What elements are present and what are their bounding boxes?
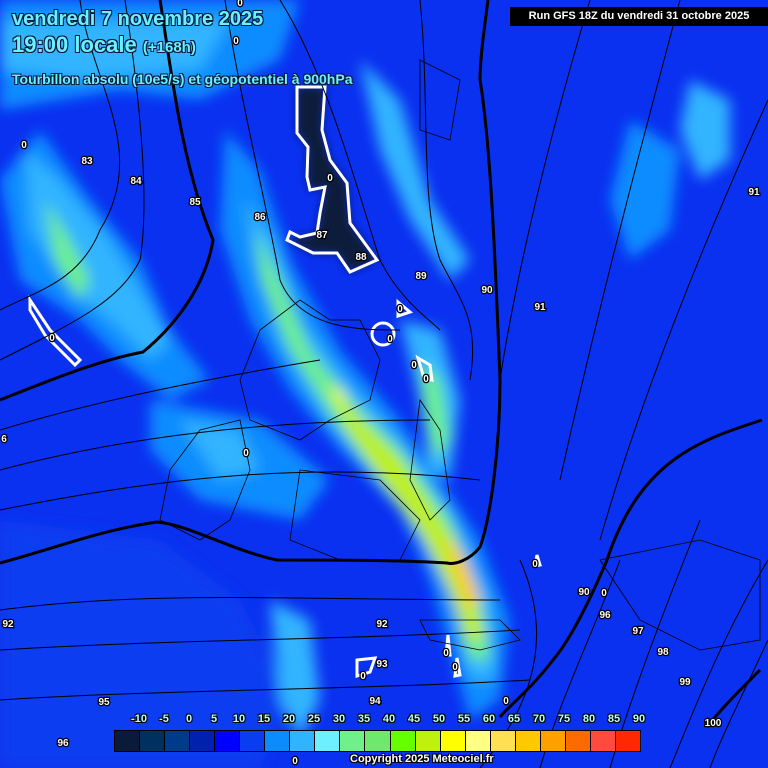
legend-label: 50 (432, 713, 446, 725)
legend-swatch (415, 731, 441, 751)
copyright: Copyright 2025 Meteociel.fr (350, 753, 494, 765)
zero-vorticity-contours (28, 85, 542, 679)
legend-label: 10 (232, 713, 246, 725)
legend-swatch (590, 731, 616, 751)
geopotential-main-contours (0, 0, 763, 728)
legend-swatch (365, 731, 391, 751)
geopotential-label: 90 (481, 285, 493, 296)
zero-vorticity-label: 0 (327, 173, 333, 184)
legend-swatch (440, 731, 466, 751)
legend-label: 45 (407, 713, 421, 725)
geopotential-label: 96 (57, 738, 69, 749)
geopotential-label: 88 (355, 252, 367, 263)
legend-swatch (540, 731, 566, 751)
zero-vorticity-label: 0 (411, 360, 417, 371)
legend-label: 55 (457, 713, 471, 725)
local-time: 19:00 locale (12, 32, 137, 57)
forecast-date: vendredi 7 novembre 2025 (12, 8, 264, 30)
geopotential-label: 93 (376, 659, 388, 670)
vorticity-field (0, 0, 730, 768)
zero-vorticity-label: 0 (397, 304, 403, 315)
geopotential-label: 85 (189, 197, 201, 208)
geopotential-label: 89 (415, 271, 427, 282)
legend-label: 25 (307, 713, 321, 725)
legend-swatch (390, 731, 416, 751)
legend-swatch (490, 731, 516, 751)
legend-swatch (340, 731, 366, 751)
zero-vorticity-label: 0 (532, 559, 538, 570)
legend-swatch (465, 731, 491, 751)
legend-swatch (140, 731, 166, 751)
geopotential-label: 91 (748, 187, 760, 198)
geopotential-label: 96 (599, 610, 611, 621)
legend-label: 80 (582, 713, 596, 725)
zero-vorticity-label: 0 (452, 662, 458, 673)
legend-swatch (115, 731, 141, 751)
geopotential-label: 90 (578, 587, 590, 598)
zero-vorticity-label: 0 (237, 0, 243, 9)
zero-vorticity-label: 0 (387, 334, 393, 345)
geopotential-label: 6 (1, 434, 7, 445)
geopotential-label: 99 (679, 677, 691, 688)
legend-swatch (515, 731, 541, 751)
legend-label: 15 (257, 713, 271, 725)
low-vorticity-area (287, 87, 377, 272)
legend-label: 5 (210, 713, 218, 725)
geopotential-label: 92 (2, 619, 14, 630)
geopotential-label: 94 (369, 696, 381, 707)
legend-label: 35 (357, 713, 371, 725)
legend-label: 85 (607, 713, 621, 725)
zero-vorticity-label: 0 (503, 696, 509, 707)
coastlines (159, 59, 761, 651)
legend-label: 0 (185, 713, 193, 725)
legend-label: 60 (482, 713, 496, 725)
legend-swatch (215, 731, 241, 751)
legend-swatch (565, 731, 591, 751)
geopotential-label: 95 (98, 697, 110, 708)
legend-label: 65 (507, 713, 521, 725)
run-label: Run GFS 18Z du vendredi 31 octobre 2025 (510, 7, 768, 26)
legend-swatch (240, 731, 266, 751)
geopotential-label: 86 (254, 212, 266, 223)
zero-vorticity-label: 0 (243, 448, 249, 459)
geopotential-label: 84 (130, 176, 142, 187)
lead-time: (+168h) (142, 39, 196, 56)
geopotential-label: 100 (705, 718, 722, 729)
geopotential-label: 97 (632, 626, 644, 637)
legend-label: -10 (131, 713, 147, 725)
legend-swatch (165, 731, 191, 751)
legend-swatch (190, 731, 216, 751)
geopotential-label: 91 (534, 302, 546, 313)
legend-label: 90 (632, 713, 646, 725)
geopotential-label: 87 (316, 230, 328, 241)
geopotential-label: 83 (81, 156, 93, 167)
zero-vorticity-label: 0 (292, 756, 298, 767)
legend-label: 70 (532, 713, 546, 725)
zero-vorticity-label: 0 (443, 648, 449, 659)
zero-vorticity-label: 0 (21, 140, 27, 151)
zero-vorticity-label: 0 (360, 671, 366, 682)
zero-vorticity-label: 0 (423, 374, 429, 385)
field-title: Tourbillon absolu (10e5/s) et géopotenti… (12, 71, 353, 87)
legend-label: 30 (332, 713, 346, 725)
legend-swatch (265, 731, 291, 751)
legend-label: -5 (159, 713, 169, 725)
zero-vorticity-label: 0 (601, 588, 607, 599)
legend-swatch (315, 731, 341, 751)
legend-label: 40 (382, 713, 396, 725)
legend-swatch (615, 731, 640, 751)
legend-swatch (290, 731, 316, 751)
forecast-time: 19:00 locale (+168h) (12, 32, 196, 58)
legend-label: 75 (557, 713, 571, 725)
geopotential-label: 92 (376, 619, 388, 630)
zero-vorticity-label: 0 (49, 333, 55, 344)
zero-vorticity-label: 0 (233, 36, 239, 47)
geopotential-label: 98 (657, 647, 669, 658)
color-legend (114, 730, 641, 752)
legend-label: 20 (282, 713, 296, 725)
